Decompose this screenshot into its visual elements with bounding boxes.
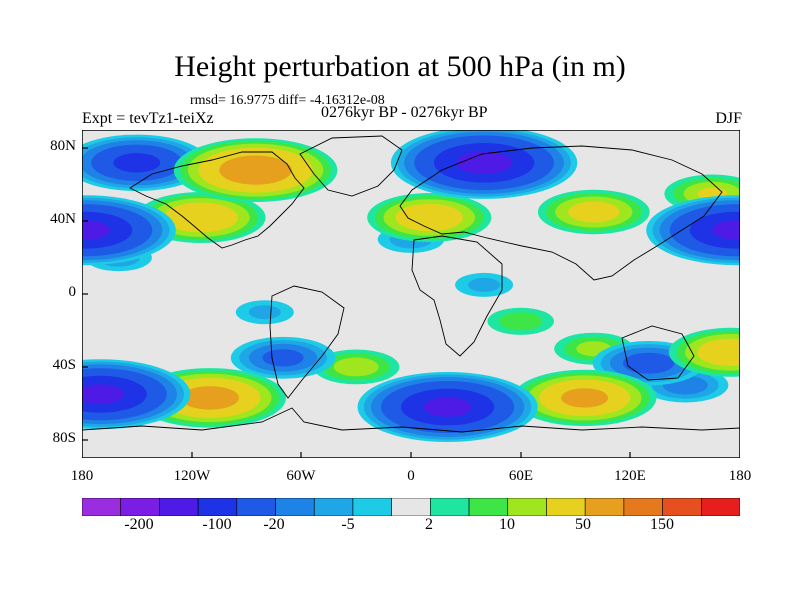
colorbar-swatch: [662, 498, 702, 516]
colorbar-swatch: [197, 498, 238, 516]
coast-north-america: [129, 151, 305, 249]
xtick-label-60w: 60W: [286, 468, 316, 484]
contour-band: [262, 349, 304, 367]
colorbar-swatch: [352, 498, 392, 516]
contour-band: [82, 220, 110, 240]
colorbar-swatch: [584, 498, 625, 516]
xtick-label-120e: 120E: [614, 468, 646, 484]
colorbar-swatch: [507, 498, 547, 516]
height-field: [82, 130, 740, 442]
ytick-label-80n: 80N: [50, 138, 76, 154]
season-label: DJF: [715, 110, 742, 127]
coast-greenland: [299, 135, 403, 197]
contour-band: [697, 338, 740, 366]
xtick-label-120w: 120W: [173, 468, 211, 484]
contour-band: [82, 384, 125, 404]
colorbar-swatch: [430, 498, 470, 516]
contour-band: [395, 203, 463, 232]
colorbar-swatch: [391, 498, 431, 516]
map-panel: [82, 130, 740, 458]
ytick-label-40s: 40S: [52, 357, 76, 373]
experiment-label: Expt = tevTz1-teiXz: [82, 110, 214, 127]
ytick-label-40n: 40N: [50, 211, 76, 227]
colorbar-label-50: 50: [575, 516, 591, 533]
colorbar-label-150: 150: [650, 516, 674, 533]
xtick-label-60e: 60E: [508, 468, 534, 484]
colorbar-swatch: [159, 498, 199, 516]
coastlines: [82, 135, 740, 433]
colorbar-swatch: [313, 498, 354, 516]
colorbar-label-2: 2: [425, 516, 433, 533]
axis-ticks: [82, 147, 740, 458]
coast-australia: [621, 325, 695, 381]
coast-antarctica: [82, 407, 740, 433]
stats-label: rmsd= 16.9775 diff= -4.16312e-08: [190, 93, 385, 108]
contour-band: [180, 386, 239, 410]
contour-band: [456, 151, 512, 175]
colorbar-swatch: [82, 498, 122, 516]
contour-band: [468, 277, 501, 292]
period-label: 0276kyr BP - 0276kyr BP: [321, 104, 488, 121]
colorbar-swatch: [120, 498, 160, 516]
ytick-label-80s: 80S: [52, 430, 76, 446]
xtick-label-180e: 180: [728, 468, 752, 484]
colorbar-swatch: [275, 498, 315, 516]
contour-band: [163, 202, 238, 233]
colorbar-label-neg200: -200: [124, 516, 154, 533]
plot-title: Height perturbation at 500 hPa (in m): [174, 50, 626, 83]
coast-africa: [411, 235, 503, 357]
colorbar-swatch: [236, 498, 276, 516]
colorbar-swatch: [700, 498, 740, 516]
xtick-label-180w: 180: [70, 468, 94, 484]
contour-band: [568, 201, 620, 223]
contour-band: [499, 312, 543, 331]
coast-south-america: [269, 285, 345, 399]
ytick-label-0: 0: [68, 284, 77, 300]
coast-europe-asia: [399, 145, 723, 281]
colorbar-swatch: [468, 498, 509, 516]
colorbar-label-neg100: -100: [202, 516, 232, 533]
contour-band: [333, 357, 379, 377]
contour-band: [423, 397, 472, 417]
colorbar-label-neg20: -20: [263, 516, 285, 533]
contour-band: [623, 352, 675, 374]
xtick-label-0: 0: [407, 468, 415, 484]
contour-band: [712, 220, 740, 240]
contour-band: [219, 155, 292, 185]
colorbar-label-10: 10: [499, 516, 515, 533]
contour-band: [248, 305, 281, 320]
colorbar-swatch: [546, 498, 586, 516]
contour-band: [561, 388, 609, 408]
colorbar: [82, 498, 740, 516]
colorbar-label-neg5: -5: [341, 516, 355, 533]
colorbar-swatch: [623, 498, 663, 516]
contour-band: [113, 153, 161, 173]
